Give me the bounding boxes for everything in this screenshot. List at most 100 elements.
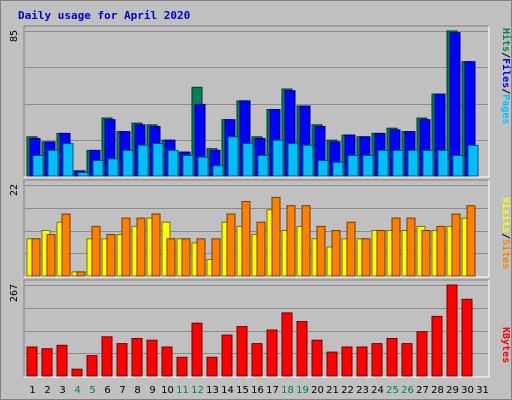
bar-kbytes-day-1 — [26, 346, 38, 377]
bar-pages-day-6 — [107, 158, 119, 177]
bar-pages-day-14 — [227, 136, 239, 177]
day-label: 28 — [431, 385, 444, 396]
bar-sites-day-27 — [421, 230, 431, 277]
day-label: 23 — [356, 385, 369, 396]
y-max-label: 267 — [9, 284, 20, 302]
chart-panels: 85 22 267 — [9, 25, 490, 378]
day-label: 17 — [266, 385, 279, 396]
bar-kbytes-day-4 — [71, 368, 83, 377]
bar-pages-day-17 — [272, 139, 284, 177]
day-label: 14 — [221, 385, 234, 396]
side-label-sites: Sites — [500, 239, 512, 269]
side-label-kbytes: KBytes — [500, 327, 511, 363]
bar-sites-day-11 — [181, 238, 191, 277]
bar-pages-day-1 — [32, 155, 44, 177]
bar-kbytes-day-18 — [281, 312, 293, 377]
day-label: 4 — [74, 385, 80, 396]
bar-sites-day-13 — [211, 238, 221, 277]
bar-sites-day-18 — [286, 205, 296, 277]
bar-pages-day-2 — [47, 149, 59, 177]
y-max-label: 85 — [9, 30, 20, 42]
bar-sites-day-19 — [301, 205, 311, 277]
bar-sites-day-26 — [406, 217, 416, 277]
bar-pages-day-20 — [317, 160, 329, 177]
bar-sites-day-8 — [136, 217, 146, 277]
side-label-visits-sites: Visits/Sites — [500, 197, 512, 269]
bar-kbytes-day-13 — [206, 356, 218, 377]
bar-pages-day-30 — [467, 144, 479, 177]
bar-kbytes-day-25 — [386, 338, 398, 377]
bar-pages-day-5 — [92, 160, 104, 177]
bar-kbytes-day-23 — [356, 346, 368, 377]
bar-sites-day-30 — [466, 205, 476, 277]
bar-sites-day-22 — [346, 221, 356, 277]
bar-kbytes-day-14 — [221, 334, 233, 377]
bar-sites-day-1 — [31, 238, 41, 277]
bar-sites-day-15 — [241, 201, 251, 277]
bar-kbytes-day-20 — [311, 339, 323, 377]
bar-sites-day-29 — [451, 213, 461, 277]
day-label: 25 — [386, 385, 399, 396]
day-label: 7 — [119, 385, 125, 396]
panel-visits-sites: 22 — [9, 179, 490, 278]
day-label: 1 — [29, 385, 35, 396]
day-label: 9 — [149, 385, 155, 396]
side-label-files: Files — [500, 58, 512, 88]
bar-kbytes-day-29 — [446, 284, 458, 377]
side-label-visits: Visits — [500, 197, 512, 233]
day-label: 29 — [446, 385, 459, 396]
bar-sites-day-20 — [316, 225, 326, 277]
bar-pages-day-15 — [242, 143, 254, 177]
chart-title: Daily usage for April 2020 — [18, 9, 190, 22]
day-label: 31 — [476, 385, 489, 396]
bar-kbytes-day-3 — [56, 344, 68, 377]
side-label-kbytes: KBytes — [500, 327, 511, 363]
y-max-label: 22 — [9, 184, 20, 196]
bar-pages-day-27 — [422, 149, 434, 177]
day-axis: 1 2 3 4 5 6 7 8 9 10 11 12 13 14 15 16 17 18 19 20 21 22 23 24 2… — [29, 385, 489, 396]
bar-kbytes-day-17 — [266, 329, 278, 377]
bar-pages-day-29 — [452, 155, 464, 177]
bar-pages-day-7 — [122, 149, 134, 177]
bar-sites-day-3 — [61, 213, 71, 277]
bar-kbytes-day-8 — [131, 338, 143, 377]
day-label: 5 — [89, 385, 95, 396]
bar-kbytes-day-28 — [431, 315, 443, 377]
bar-files-day-29 — [449, 32, 461, 177]
bar-pages-day-25 — [392, 149, 404, 177]
day-label: 13 — [206, 385, 219, 396]
bar-sites-day-7 — [121, 217, 131, 277]
bar-kbytes-day-12 — [191, 322, 203, 377]
bar-sites-day-2 — [46, 234, 56, 277]
bar-sites-day-24 — [376, 230, 386, 277]
bar-sites-day-14 — [226, 213, 236, 277]
bar-kbytes-day-27 — [416, 331, 428, 377]
bar-kbytes-day-15 — [236, 326, 248, 377]
bar-kbytes-day-6 — [101, 336, 113, 377]
bar-pages-day-12 — [197, 156, 209, 177]
bar-kbytes-day-10 — [161, 346, 173, 377]
bar-kbytes-day-22 — [341, 346, 353, 377]
bar-kbytes-day-9 — [146, 339, 158, 377]
side-label-pages: Pages — [500, 94, 511, 124]
bar-pages-day-4 — [77, 172, 89, 177]
bar-pages-day-13 — [212, 165, 224, 177]
day-label: 26 — [401, 385, 414, 396]
bar-pages-day-19 — [302, 144, 314, 177]
bar-kbytes-day-5 — [86, 355, 98, 377]
bar-sites-day-23 — [361, 238, 371, 277]
bar-sites-day-10 — [166, 238, 176, 277]
day-label: 2 — [44, 385, 50, 396]
bar-pages-day-28 — [437, 149, 449, 177]
bar-pages-day-9 — [152, 143, 164, 177]
day-label: 30 — [461, 385, 474, 396]
bar-pages-day-18 — [287, 143, 299, 177]
bar-sites-day-4 — [76, 271, 86, 277]
side-label-hits: Hits — [500, 28, 512, 52]
side-label-separator: / — [500, 52, 511, 58]
bar-kbytes-day-2 — [41, 348, 53, 377]
bar-kbytes-day-19 — [296, 321, 308, 377]
day-label: 8 — [134, 385, 140, 396]
